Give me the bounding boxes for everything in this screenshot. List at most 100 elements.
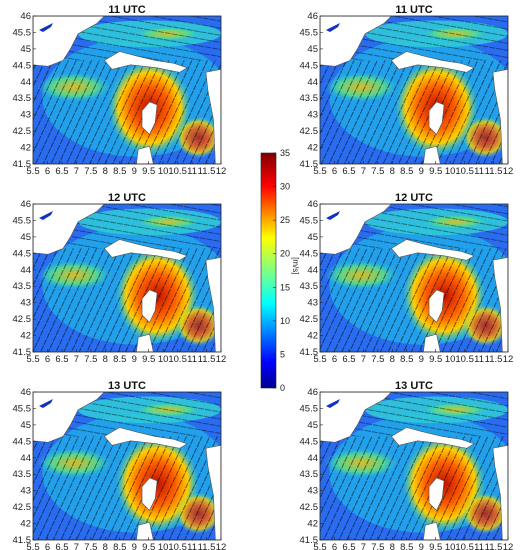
y-tick-label: 46 [307, 199, 318, 210]
axes-frame [319, 203, 509, 353]
x-tick-label: 8 [103, 166, 108, 177]
x-tick-label: 11 [187, 166, 197, 177]
x-tick-label: 6 [332, 354, 337, 365]
x-tick-label: 7.5 [371, 166, 384, 177]
y-tick-label: 44.5 [300, 60, 319, 71]
land-liguria [103, 239, 188, 261]
y-tick-label: 45 [20, 420, 31, 431]
y-tick-label: 45 [307, 232, 318, 243]
x-tick-label: 5.5 [313, 166, 326, 177]
x-tick-label: 7.5 [371, 354, 384, 365]
x-tick-label: 10.5 [168, 542, 187, 550]
y-tick-label: 44 [20, 453, 31, 464]
lake [39, 23, 53, 32]
x-tick-label: 10.5 [455, 542, 474, 550]
island-sardinia [136, 145, 154, 164]
panel-title: 11 UTC [108, 4, 145, 16]
x-tick-label: 10 [158, 166, 169, 177]
x-tick-label: 10 [158, 354, 169, 365]
x-tick-label: 5.5 [26, 354, 39, 365]
x-tick-label: 6 [45, 166, 50, 177]
y-tick-label: 43.5 [300, 93, 319, 104]
x-tick-label: 7 [74, 166, 79, 177]
wind-vectors [33, 436, 221, 540]
land-italy [205, 68, 221, 164]
y-tick-label: 44.5 [13, 248, 32, 259]
y-tick-label: 44.5 [300, 248, 319, 259]
y-tick-label: 42 [20, 331, 31, 342]
x-tick-label: 6 [45, 354, 50, 365]
y-tick-label: 45.5 [13, 27, 32, 38]
x-tick-label: 11 [474, 542, 484, 550]
wind-vectors [320, 248, 508, 352]
x-tick-label: 9.5 [142, 542, 155, 550]
colorbar-tick-label: 25 [280, 215, 290, 225]
x-tick-label: 11 [187, 354, 197, 365]
x-tick-label: 7 [74, 354, 79, 365]
x-tick-label: 7 [361, 354, 366, 365]
x-tick-label: 6.5 [342, 166, 355, 177]
y-tick-label: 44.5 [300, 436, 319, 447]
island-corsica [141, 101, 158, 135]
map-panel-13a: 13 UTC 5.5 6 6.5 7 7.5 8 8.5 9 9.5 10 10.5 11 11.5 12 4… [13, 380, 227, 550]
y-tick-label: 46 [20, 199, 31, 210]
x-tick-label: 11 [187, 542, 197, 550]
land-liguria [390, 427, 475, 449]
y-tick-label: 43 [307, 486, 318, 497]
map-panel-13b: 13 UTC 5.5 6 6.5 7 7.5 8 8.5 9 9.5 10 10.5 11 11.5 12 4… [300, 380, 514, 550]
x-tick-label: 11.5 [198, 542, 216, 550]
y-tick-label: 41.5 [13, 347, 32, 358]
island-sardinia [136, 333, 154, 352]
island-corsica [428, 477, 445, 511]
wind-vectors [320, 436, 508, 540]
y-tick-label: 44.5 [13, 436, 32, 447]
x-tick-label: 9.5 [429, 354, 442, 365]
axes-frame [32, 203, 222, 353]
x-tick-label: 6.5 [342, 354, 355, 365]
y-tick-label: 42 [307, 143, 318, 154]
y-tick-label: 45 [20, 232, 31, 243]
y-tick-label: 42 [20, 143, 31, 154]
x-tick-label: 9.5 [429, 542, 442, 550]
x-tick-label: 6.5 [55, 354, 68, 365]
x-tick-label: 5.5 [26, 542, 39, 550]
x-tick-label: 8.5 [113, 166, 126, 177]
x-tick-label: 11 [474, 166, 484, 177]
x-tick-label: 10.5 [168, 354, 187, 365]
island-sardinia [423, 333, 441, 352]
y-tick-label: 41.5 [13, 535, 32, 546]
x-tick-label: 11 [474, 354, 484, 365]
x-tick-label: 7 [74, 542, 79, 550]
x-tick-label: 8.5 [113, 354, 126, 365]
lake [39, 399, 53, 408]
x-tick-label: 11.5 [198, 354, 216, 365]
y-tick-label: 45.5 [300, 215, 319, 226]
colorbar-ramp [260, 152, 277, 389]
axes-frame [319, 15, 509, 165]
y-tick-label: 42 [20, 519, 31, 530]
y-tick-label: 42.5 [300, 314, 319, 325]
y-tick-label: 44 [20, 265, 31, 276]
x-tick-label: 11.5 [485, 542, 503, 550]
colorbar: 35 30 25 20 15 10 5 0 [m/s] [260, 148, 300, 393]
y-tick-label: 42.5 [13, 502, 32, 513]
y-tick-label: 43.5 [13, 93, 32, 104]
land-italy [492, 256, 508, 352]
y-tick-label: 42.5 [300, 126, 319, 137]
axes-frame [319, 391, 509, 541]
y-tick-label: 43 [20, 298, 31, 309]
y-tick-label: 42.5 [13, 314, 32, 325]
lake [326, 23, 340, 32]
panel-title: 13 UTC [108, 380, 146, 392]
colorbar-tick-label: 20 [280, 249, 290, 259]
land-france [320, 204, 392, 255]
island-corsica [141, 477, 158, 511]
x-tick-label: 8 [103, 542, 108, 550]
y-tick-label: 43.5 [13, 281, 32, 292]
y-tick-label: 44 [307, 265, 318, 276]
x-tick-label: 10 [158, 542, 169, 550]
x-tick-label: 7.5 [84, 354, 97, 365]
island-corsica [141, 289, 158, 323]
y-tick-label: 43.5 [13, 469, 32, 480]
wind-vectors [33, 248, 221, 352]
